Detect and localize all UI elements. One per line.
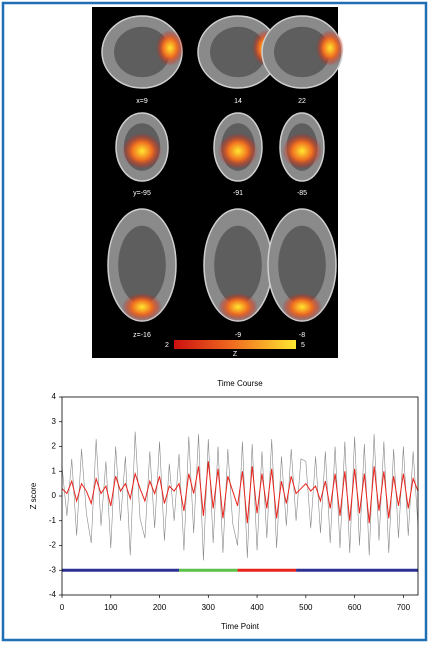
slice-label: x=9 [136,98,148,105]
slice-label: -9 [235,332,241,339]
slice-label: y=-95 [133,190,151,197]
activation [282,293,322,321]
colorbar-label: Z [233,351,238,358]
activation [282,133,322,169]
slice-label: 14 [234,98,242,105]
activation [156,30,184,66]
y-axis-label: Z score [29,482,38,509]
x-tick-label: 200 [153,603,167,612]
colorbar [174,340,296,349]
y-tick-label: -3 [49,565,57,574]
y-tick-label: -1 [49,516,57,525]
x-tick-label: 300 [202,603,216,612]
x-tick-label: 400 [250,603,264,612]
x-tick-label: 700 [397,603,411,612]
y-tick-label: 1 [52,466,57,475]
brain-inner [118,226,166,304]
x-tick-label: 500 [299,603,313,612]
slice-label: 22 [298,98,306,105]
x-tick-label: 100 [104,603,118,612]
y-tick-label: 2 [52,442,57,451]
y-tick-label: 0 [52,491,57,500]
series-line [62,432,418,561]
colorbar-max: 5 [301,342,305,349]
activation [122,133,162,169]
x-axis-label: Time Point [221,622,260,631]
x-tick-label: 600 [348,603,362,612]
activation [218,293,258,321]
brain-inner [214,226,262,304]
activation [218,133,258,169]
slice-label: z=-16 [133,332,151,339]
colorbar-min: 2 [165,342,169,349]
time-course-chart: Time Course Time Point Z score -4 -3 -2 -1 0 1 2 3… [29,379,418,631]
brain-inner [278,226,326,304]
y-tick-label: -4 [49,590,57,599]
slice-label: -91 [233,190,243,197]
y-tick-label: 3 [52,417,57,426]
activation [316,30,344,66]
slice-label: -8 [299,332,305,339]
chart-title: Time Course [217,379,263,388]
y-tick-label: -2 [49,541,57,550]
slice-label: -85 [297,190,307,197]
y-tick-label: 4 [52,392,57,401]
activation [122,293,162,321]
figure: x=91422y=-95-91-85z=-16-9-825Z Time Cour… [0,0,431,645]
x-tick-label: 0 [60,603,65,612]
